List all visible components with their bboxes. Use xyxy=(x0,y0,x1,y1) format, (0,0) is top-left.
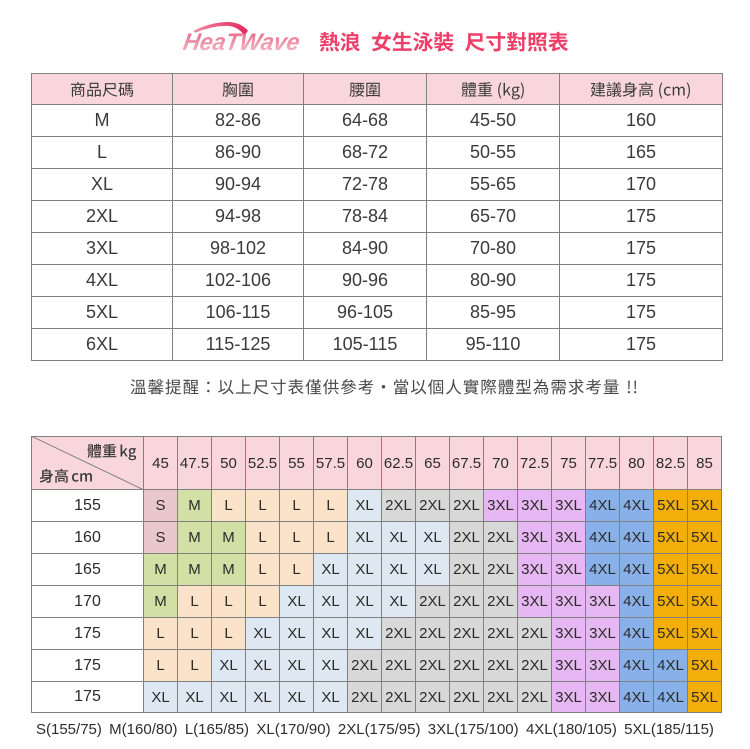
svg-text:HeaTWave: HeaTWave xyxy=(181,29,302,56)
